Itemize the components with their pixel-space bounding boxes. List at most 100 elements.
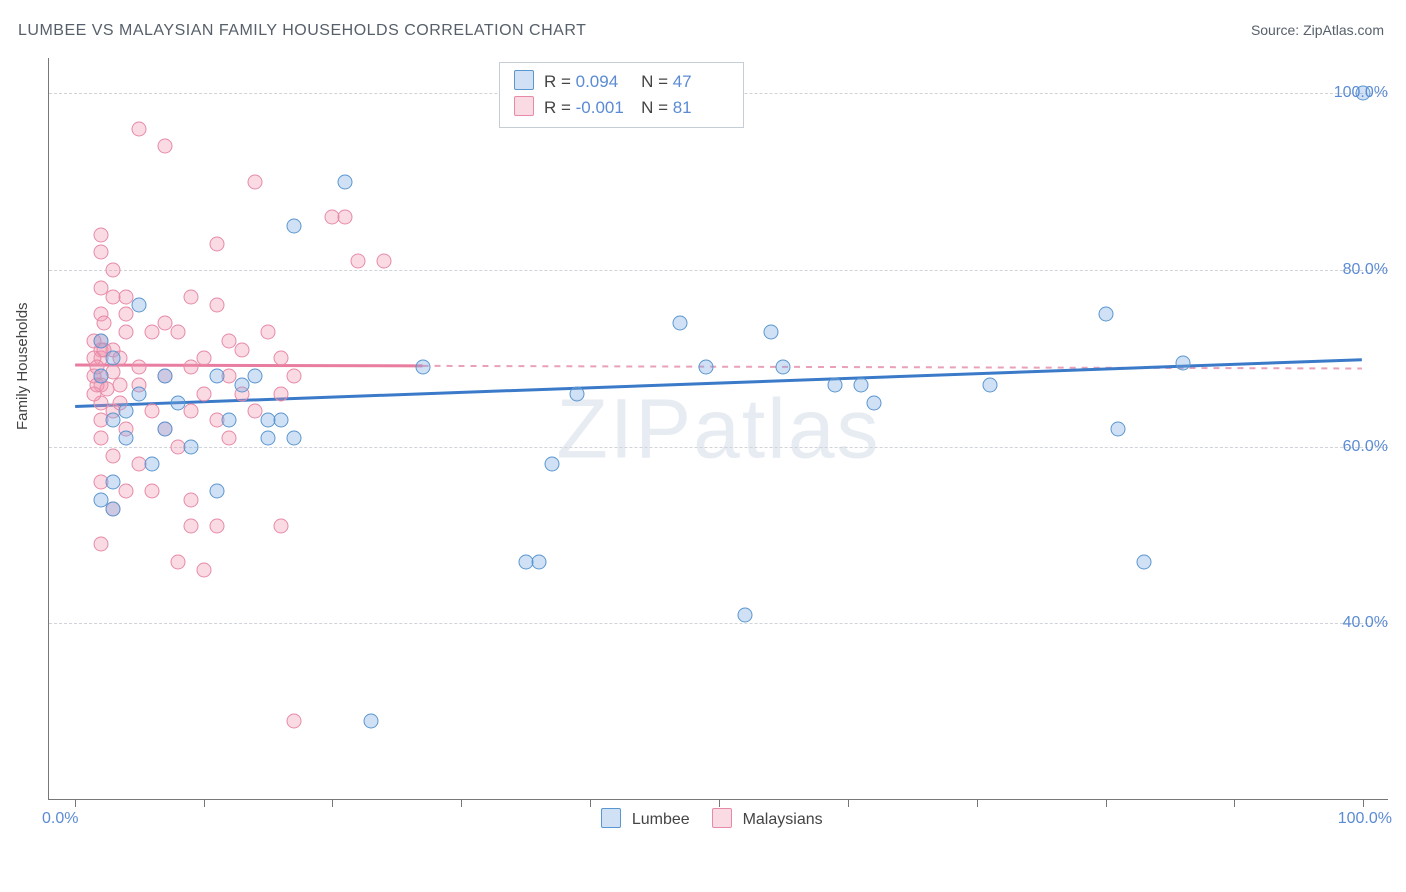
x-tick (1106, 799, 1107, 807)
point-malay (273, 351, 288, 366)
n-value: 81 (673, 95, 729, 121)
point-lumbee (119, 430, 134, 445)
point-lumbee (518, 554, 533, 569)
point-malay (248, 174, 263, 189)
r-label: R = (544, 72, 576, 91)
r-value: -0.001 (576, 95, 632, 121)
point-malay (93, 227, 108, 242)
legend-bottom: Lumbee Malaysians (0, 808, 1406, 829)
y-axis-label: Family Households (14, 302, 31, 430)
point-lumbee (415, 360, 430, 375)
point-lumbee (1175, 355, 1190, 370)
x-tick (848, 799, 849, 807)
x-tick (75, 799, 76, 807)
point-lumbee (145, 457, 160, 472)
point-lumbee (93, 333, 108, 348)
point-malay (183, 404, 198, 419)
r-label: R = (544, 98, 576, 117)
point-malay (273, 519, 288, 534)
n-label: N = (641, 72, 673, 91)
point-lumbee (222, 413, 237, 428)
point-lumbee (776, 360, 791, 375)
point-lumbee (273, 413, 288, 428)
y-tick-label: 80.0% (1343, 261, 1388, 279)
trend-layer (49, 58, 1388, 799)
point-lumbee (570, 386, 585, 401)
point-malay (377, 254, 392, 269)
x-tick (461, 799, 462, 807)
point-lumbee (132, 298, 147, 313)
point-lumbee (209, 483, 224, 498)
y-tick-label: 60.0% (1343, 438, 1388, 456)
point-malay (261, 324, 276, 339)
point-lumbee (364, 713, 379, 728)
x-tick (977, 799, 978, 807)
point-malay (93, 245, 108, 260)
legend-label-malay: Malaysians (743, 811, 823, 828)
point-malay (170, 554, 185, 569)
x-tick (1234, 799, 1235, 807)
r-value: 0.094 (576, 69, 632, 95)
point-malay (119, 324, 134, 339)
point-lumbee (544, 457, 559, 472)
point-malay (132, 121, 147, 136)
point-lumbee (106, 501, 121, 516)
point-lumbee (261, 430, 276, 445)
point-malay (145, 483, 160, 498)
point-lumbee (119, 404, 134, 419)
x-tick (332, 799, 333, 807)
point-lumbee (853, 377, 868, 392)
point-lumbee (1137, 554, 1152, 569)
point-lumbee (763, 324, 778, 339)
point-lumbee (132, 386, 147, 401)
point-malay (106, 263, 121, 278)
gridline (49, 270, 1388, 271)
point-malay (222, 430, 237, 445)
point-malay (209, 298, 224, 313)
source-label: Source: ZipAtlas.com (1251, 22, 1384, 38)
point-lumbee (93, 369, 108, 384)
point-malay (183, 289, 198, 304)
point-lumbee (106, 351, 121, 366)
legend-swatch-malay (712, 808, 732, 828)
point-lumbee (106, 475, 121, 490)
point-malay (209, 519, 224, 534)
point-lumbee (338, 174, 353, 189)
n-value: 47 (673, 69, 729, 95)
point-malay (209, 236, 224, 251)
point-malay (235, 342, 250, 357)
point-lumbee (531, 554, 546, 569)
point-lumbee (286, 430, 301, 445)
point-lumbee (248, 369, 263, 384)
gridline (49, 447, 1388, 448)
point-malay (196, 563, 211, 578)
point-malay (286, 369, 301, 384)
point-malay (196, 386, 211, 401)
point-lumbee (673, 316, 688, 331)
point-malay (338, 210, 353, 225)
point-malay (106, 289, 121, 304)
point-malay (119, 307, 134, 322)
point-malay (196, 351, 211, 366)
point-lumbee (1098, 307, 1113, 322)
y-tick-label: 40.0% (1343, 614, 1388, 632)
point-lumbee (170, 395, 185, 410)
legend-swatch-lumbee (601, 808, 621, 828)
point-lumbee (982, 377, 997, 392)
legend-swatch (514, 70, 534, 90)
point-lumbee (1111, 422, 1126, 437)
x-tick (590, 799, 591, 807)
point-lumbee (93, 492, 108, 507)
point-malay (97, 316, 112, 331)
x-tick (204, 799, 205, 807)
point-malay (93, 430, 108, 445)
x-tick (1363, 799, 1364, 807)
point-malay (183, 519, 198, 534)
point-malay (183, 492, 198, 507)
x-min-label: 0.0% (42, 810, 78, 828)
legend-top: R = 0.094 N = 47R = -0.001 N = 81 (499, 62, 744, 128)
point-malay (112, 377, 127, 392)
point-malay (145, 404, 160, 419)
x-tick (719, 799, 720, 807)
point-lumbee (286, 218, 301, 233)
